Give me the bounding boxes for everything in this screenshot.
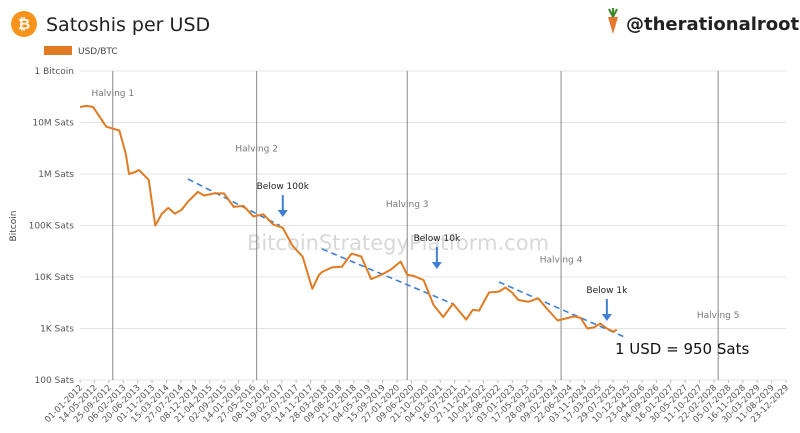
bitcoin-logo: ₿ [11,11,37,37]
y-tick-label: 1 Bitcoin [35,67,74,77]
callout: 1 USD = 950 Sats [615,340,749,358]
annotation-label: Below 100k [257,182,310,192]
price-line [79,104,618,333]
trend-line [187,178,281,227]
handle: @therationalroot [626,14,800,35]
arrow-head [431,262,442,269]
y-tick-label: 1M Sats [38,170,74,180]
halving-label: Halving 3 [386,200,429,210]
halving-label: Halving 1 [91,89,134,99]
svg-text:₿: ₿ [18,15,30,33]
legend-label: USD/BTC [78,47,118,57]
annotation-label: Below 10k [414,234,461,244]
y-tick-label: 100K Sats [29,222,75,232]
trend-line [321,248,454,305]
y-tick-label: 10K Sats [34,273,74,283]
y-tick-label: 10M Sats [32,119,74,129]
y-axis-title: Bitcoin [9,211,19,242]
legend-swatch [44,46,72,55]
arrow-head [277,210,288,217]
arrow-head [601,314,612,321]
halving-label: Halving 2 [235,145,278,155]
halving-label: Halving 5 [697,311,740,321]
y-tick-label: 100 Sats [35,376,75,386]
halving-label: Halving 4 [540,256,583,266]
chart-title: Satoshis per USD [46,14,210,36]
y-tick-label: 1K Sats [40,325,74,335]
watermark: BitcoinStrategyPlatform.com [247,231,549,255]
trend-line [498,281,624,338]
annotation-label: Below 1k [586,286,628,296]
carrot-icon [608,8,618,34]
